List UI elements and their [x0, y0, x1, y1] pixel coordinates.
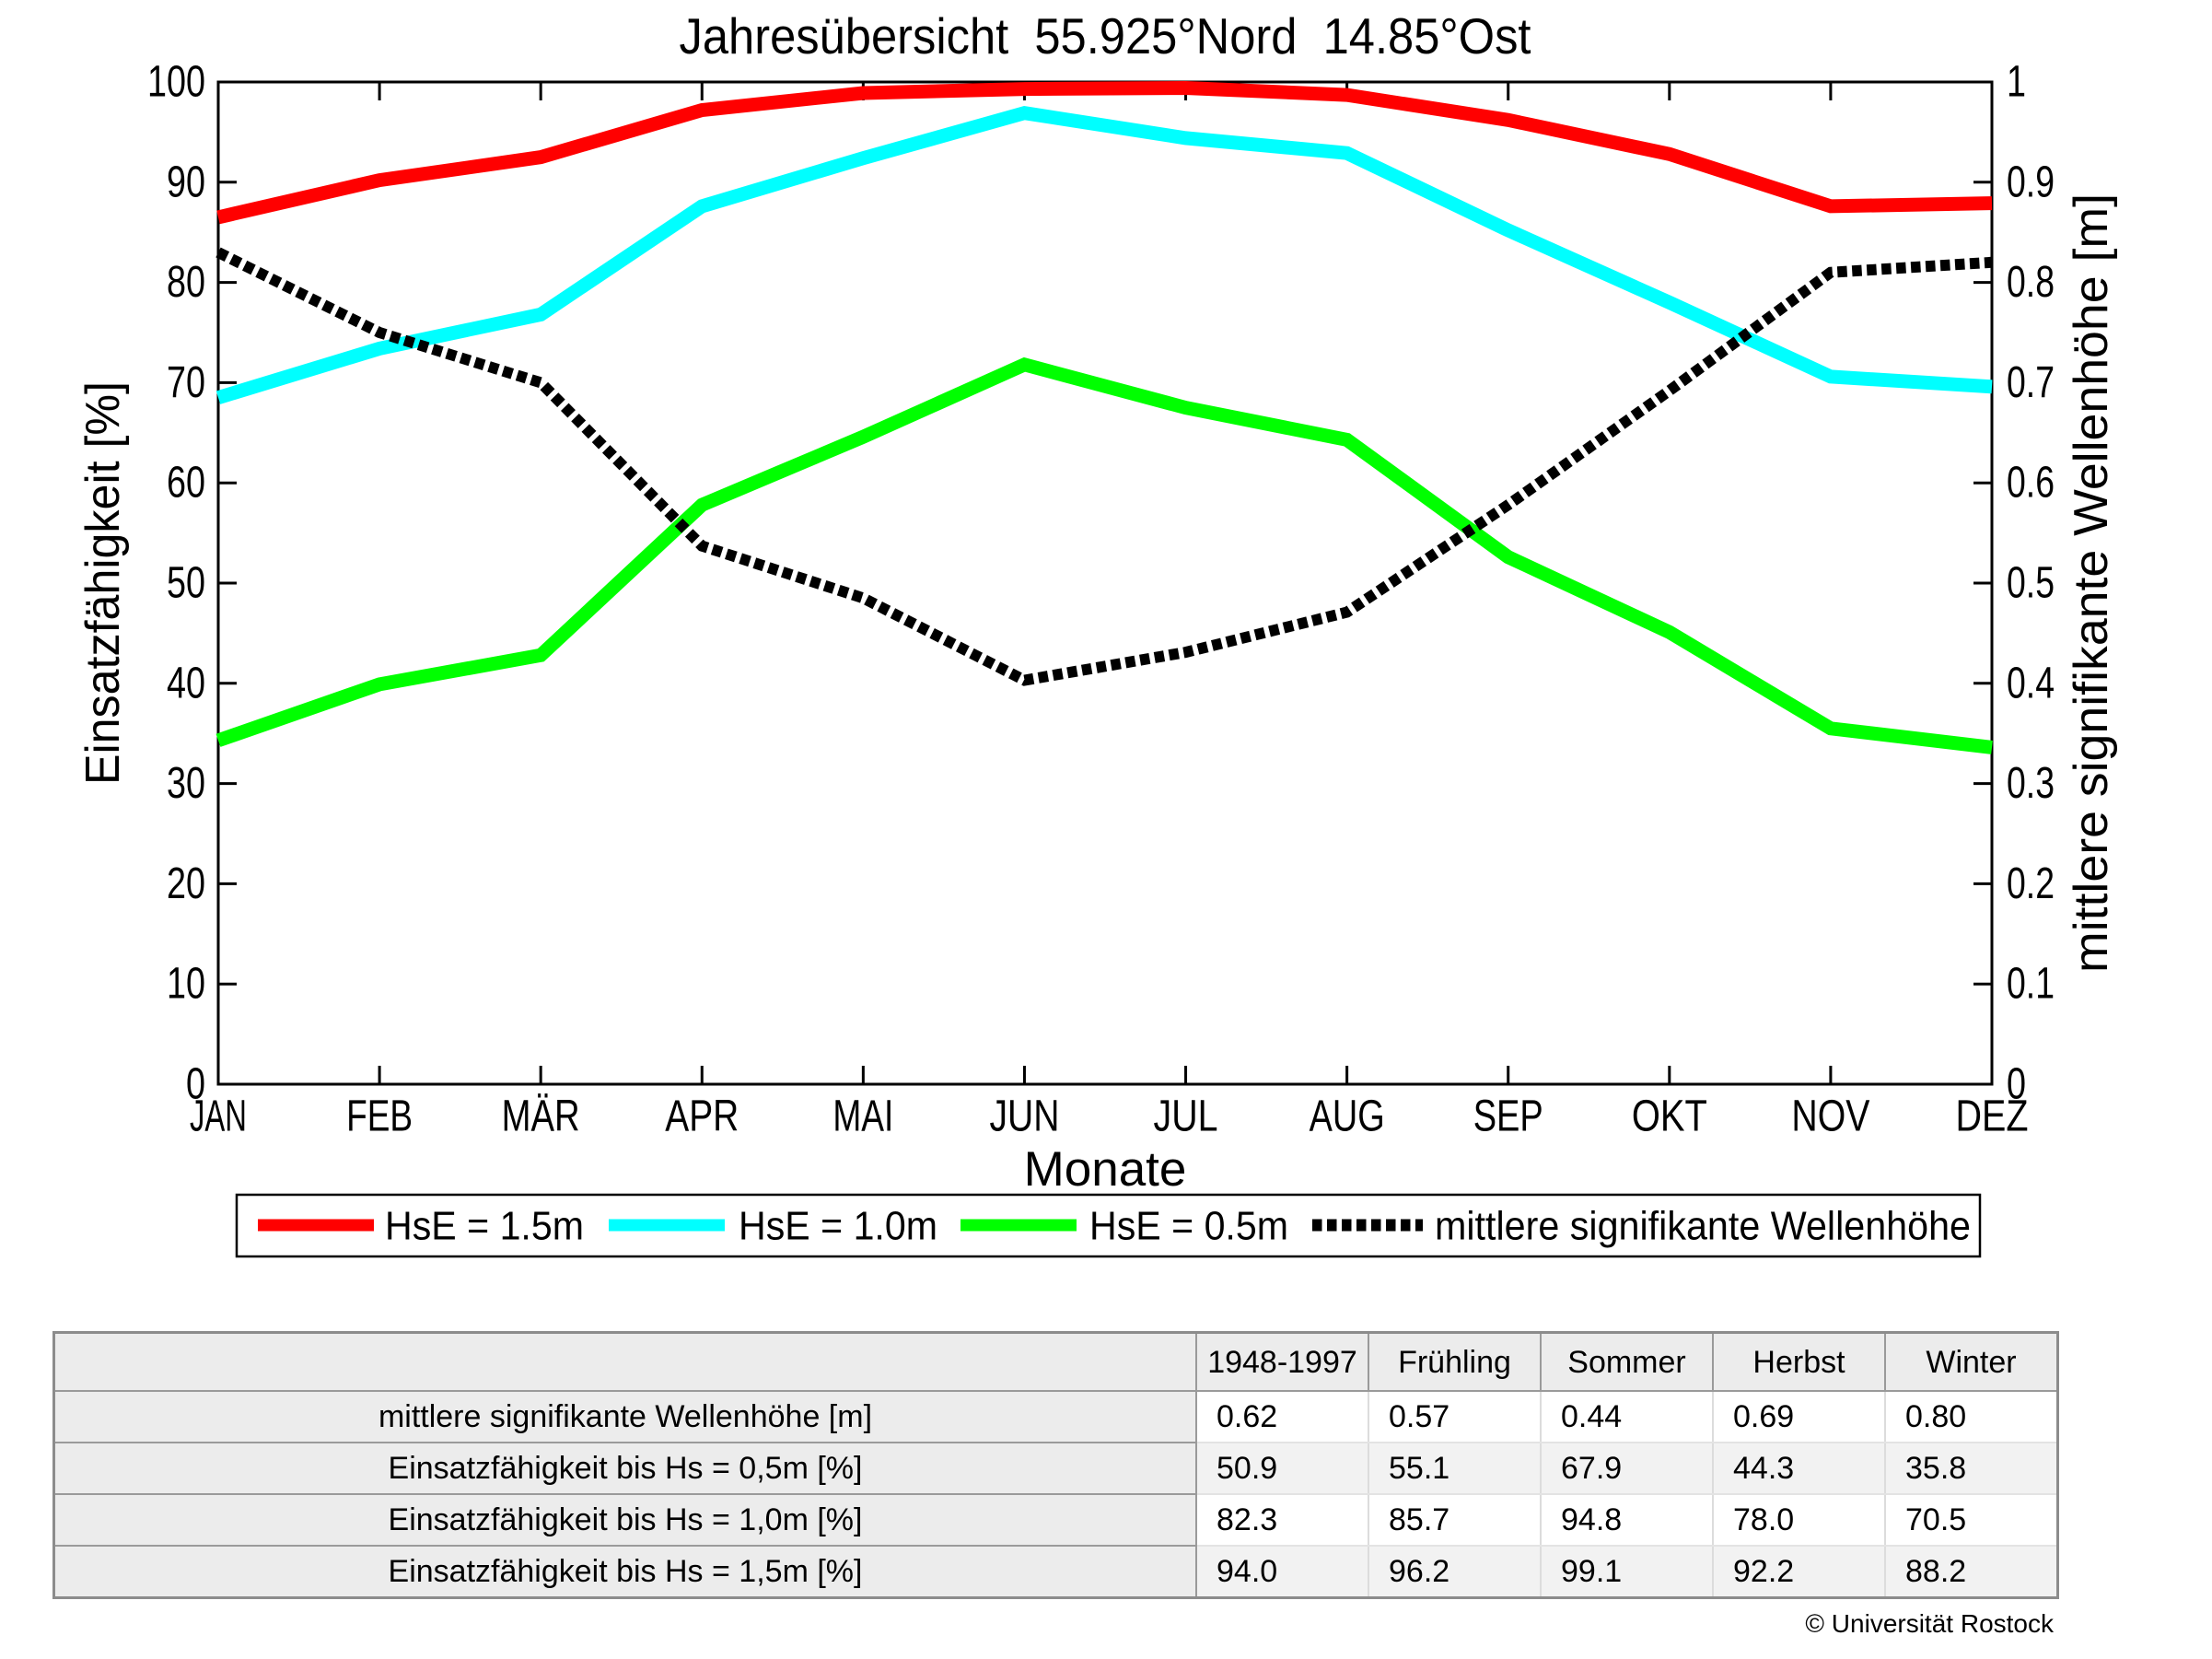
table-cell-value: 0.62	[1195, 1390, 1369, 1443]
y-tick-label-right: 1	[2007, 58, 2026, 107]
table-cell-value: 99.1	[1540, 1545, 1714, 1599]
y-tick-label-right: 0.5	[2007, 559, 2055, 608]
table-cell-value: 0.80	[1884, 1390, 2059, 1443]
y-axis-title-right: mittlere signifikante Wellenhöhe [m]	[2065, 193, 2118, 973]
plot-area-box	[216, 80, 1994, 1086]
table-cell-value: 0.44	[1540, 1390, 1714, 1443]
series-line	[215, 247, 1993, 686]
table-cell-value: 50.9	[1195, 1442, 1369, 1495]
table-header-cell-empty	[52, 1331, 1197, 1392]
y-tick-label-left: 60	[167, 459, 205, 508]
table-row: mittlere signifikante Wellenhöhe [m] 0.62…	[52, 1390, 2059, 1443]
data-series	[215, 80, 1993, 754]
y-tick-label-left: 70	[167, 358, 205, 407]
table-row-label: Einsatzfähigkeit bis Hs = 1,0m [%]	[52, 1493, 1197, 1547]
table-cell-value: 0.57	[1368, 1390, 1542, 1443]
legend-label: HsE = 0.5m	[1089, 1204, 1288, 1249]
x-tick-label: DEZ	[1956, 1092, 2029, 1141]
y-tick-label-left: 90	[167, 158, 205, 206]
y-tick-label-right: 0.3	[2007, 759, 2055, 808]
table-cell-value: 55.1	[1368, 1442, 1542, 1495]
table-cell-value: 94.8	[1540, 1493, 1714, 1547]
table-cell-value: 94.0	[1195, 1545, 1369, 1599]
y-tick-label-left: 30	[167, 759, 205, 808]
y-tick-label-right: 0.8	[2007, 258, 2055, 307]
table-header: 1948-1997 Frühling Sommer Herbst Winter	[52, 1331, 2059, 1392]
legend-label: HsE = 1.0m	[739, 1204, 937, 1249]
y-tick-label-right: 0	[2007, 1060, 2026, 1109]
y-tick-label-left: 0	[186, 1060, 205, 1109]
x-tick-label: NOV	[1791, 1092, 1869, 1141]
table-cell-value: 82.3	[1195, 1493, 1369, 1547]
table-cell-value: 35.8	[1884, 1442, 2059, 1495]
table-row: Einsatzfähigkeit bis Hs = 1,5m [%] 94.0 96…	[52, 1545, 2059, 1599]
table-cell-value: 96.2	[1368, 1545, 1542, 1599]
x-tick-label: JUL	[1154, 1092, 1218, 1141]
table-header-cell: Herbst	[1712, 1331, 1886, 1392]
y-tick-label-left: 100	[147, 58, 205, 107]
x-tick-label: SEP	[1473, 1092, 1543, 1141]
x-tick-label: OKT	[1632, 1092, 1707, 1141]
y-tick-label-right: 0.2	[2007, 859, 2055, 908]
table-row-label: Einsatzfähigkeit bis Hs = 1,5m [%]	[52, 1545, 1197, 1599]
table-row: Einsatzfähigkeit bis Hs = 1,0m [%] 82.3 85…	[52, 1493, 2059, 1547]
legend-label: HsE = 1.5m	[385, 1204, 584, 1249]
table-header-cell: 1948-1997	[1195, 1331, 1369, 1392]
table-cell-value: 44.3	[1712, 1442, 1886, 1495]
table-header-cell: Frühling	[1368, 1331, 1542, 1392]
table-cell-value: 67.9	[1540, 1442, 1714, 1495]
y-tick-label-left: 40	[167, 659, 205, 707]
table-cell-value: 78.0	[1712, 1493, 1886, 1547]
season-statistics-table: 1948-1997 Frühling Sommer Herbst Winter mitt…	[52, 1331, 2059, 1599]
series-line	[215, 356, 1993, 754]
table-cell-value: 85.7	[1368, 1493, 1542, 1547]
y-tick-label-right: 0.7	[2007, 358, 2055, 407]
y-axis-title-left: Einsatzfähigkeit [%]	[76, 381, 130, 785]
series-line	[215, 106, 1993, 404]
series-line	[216, 80, 1993, 225]
x-tick-label: AUG	[1310, 1092, 1385, 1141]
table-header-row: 1948-1997 Frühling Sommer Herbst Winter	[52, 1331, 2059, 1392]
x-tick-label: JAN	[190, 1092, 247, 1141]
legend-box	[235, 1193, 1982, 1258]
x-axis-title: Monate	[1024, 1142, 1187, 1197]
table-cell-value: 92.2	[1712, 1545, 1886, 1599]
y-tick-label-left: 50	[167, 559, 205, 608]
table-row-label: Einsatzfähigkeit bis Hs = 0,5m [%]	[52, 1442, 1197, 1495]
x-tick-label: MAI	[832, 1092, 893, 1141]
y-tick-label-left: 80	[167, 258, 205, 307]
table-header-cell: Sommer	[1540, 1331, 1714, 1392]
table-cell-value: 88.2	[1884, 1545, 2059, 1599]
copyright-notice: © Universität Rostock	[1805, 1609, 2054, 1638]
table-cell-value: 70.5	[1884, 1493, 2059, 1547]
x-tick-label: MÄR	[502, 1092, 580, 1141]
y-tick-label-right: 0.6	[2007, 459, 2055, 508]
y-tick-label-left: 10	[167, 960, 205, 1009]
table-cell-value: 0.69	[1712, 1390, 1886, 1443]
x-tick-label: APR	[665, 1092, 739, 1141]
table-row-label: mittlere signifikante Wellenhöhe [m]	[52, 1390, 1197, 1443]
y-tick-label-right: 0.1	[2007, 960, 2055, 1009]
axis-tick-labels: JAN FEB MÄR APR MAI JUN JUL AUG SEP OKT NOV DEZ0102…	[147, 58, 2055, 1141]
x-tick-label: FEB	[346, 1092, 413, 1141]
legend-label: mittlere signifikante Wellenhöhe	[1435, 1204, 1971, 1249]
legend-items: HsE = 1.5m HsE = 1.0m HsE = 0.5m mittlere s…	[258, 1204, 1971, 1249]
table-row: Einsatzfähigkeit bis Hs = 0,5m [%] 50.9 55…	[52, 1442, 2059, 1495]
table-body: mittlere signifikante Wellenhöhe [m] 0.62…	[52, 1390, 2059, 1599]
table-header-cell: Winter	[1884, 1331, 2059, 1392]
axis-ticks	[216, 80, 1994, 1086]
y-tick-label-left: 20	[167, 859, 205, 908]
x-tick-label: JUN	[989, 1092, 1059, 1141]
y-tick-label-right: 0.4	[2007, 659, 2055, 707]
chart-title: Jahresübersicht 55.925°Nord 14.85°Ost	[680, 7, 1531, 64]
y-tick-label-right: 0.9	[2007, 158, 2055, 206]
